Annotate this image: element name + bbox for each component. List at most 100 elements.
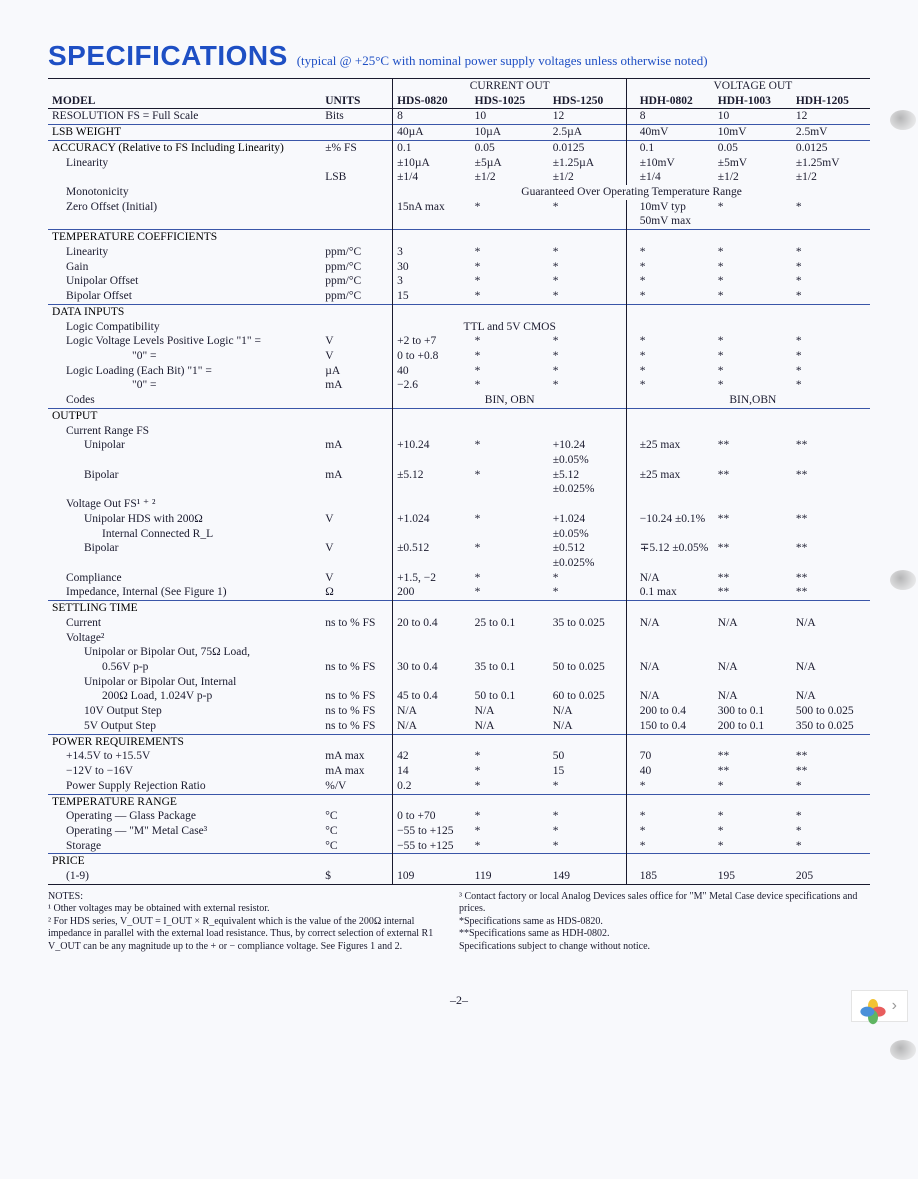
- table-row: 200Ω Load, 1.024V p-pns to % FS45 to 0.4…: [48, 689, 870, 704]
- table-row: Unipolar or Bipolar Out, 75Ω Load,: [48, 645, 870, 660]
- viewer-badge[interactable]: ›: [851, 990, 908, 1022]
- row-label: Current Range FS: [48, 424, 321, 439]
- notes-block: NOTES: ¹ Other voltages may be obtained …: [48, 891, 870, 954]
- table-row: CodesBIN, OBNBIN,OBN: [48, 393, 870, 408]
- row-label: ACCURACY (Relative to FS Including Linea…: [48, 140, 321, 155]
- row-label: Storage: [48, 839, 321, 854]
- binder-hole-icon: [890, 110, 916, 130]
- row-label: Zero Offset (Initial): [48, 200, 321, 215]
- table-row: +14.5V to +15.5VmA max42*5070****: [48, 749, 870, 764]
- page-title: SPECIFICATIONS: [48, 40, 288, 71]
- row-label: 10V Output Step: [48, 704, 321, 719]
- table-row: Impedance, Internal (See Figure 1)Ω200**…: [48, 585, 870, 600]
- row-label: [48, 170, 321, 185]
- row-label: −12V to −16V: [48, 764, 321, 779]
- table-row: ±0.025%: [48, 556, 870, 571]
- table-row: Voltage²: [48, 631, 870, 646]
- row-label: Operating — Glass Package: [48, 809, 321, 824]
- row-label: 0.56V p-p: [48, 660, 321, 675]
- group-header-voltage: VOLTAGE OUT: [636, 79, 870, 94]
- table-row: Current Range FS: [48, 424, 870, 439]
- row-label: Unipolar or Bipolar Out, Internal: [48, 675, 321, 690]
- table-row: Voltage Out FS¹ ⁺ ²: [48, 497, 870, 512]
- row-label: Codes: [48, 393, 321, 408]
- binder-hole-icon: [890, 570, 916, 590]
- row-label: [48, 556, 321, 571]
- row-label: Power Supply Rejection Ratio: [48, 779, 321, 794]
- table-row: "0" =V0 to +0.8*****: [48, 349, 870, 364]
- table-row: 5V Output Stepns to % FSN/AN/AN/A150 to …: [48, 719, 870, 734]
- row-label: POWER REQUIREMENTS: [48, 734, 321, 749]
- table-row: Power Supply Rejection Ratio%/V0.2*****: [48, 779, 870, 794]
- row-label: Compliance: [48, 571, 321, 586]
- row-label: Logic Loading (Each Bit) "1" =: [48, 364, 321, 379]
- row-label: OUTPUT: [48, 408, 321, 423]
- spec-table: CURRENT OUTVOLTAGE OUTMODELUNITSHDS-0820…: [48, 78, 870, 885]
- table-row: BipolarmA±5.12*±5.12±25 max****: [48, 468, 870, 483]
- table-row: Unipolar or Bipolar Out, Internal: [48, 675, 870, 690]
- row-label: Bipolar: [48, 468, 321, 483]
- table-row: "0" =mA−2.6*****: [48, 378, 870, 393]
- row-label: PRICE: [48, 854, 321, 869]
- row-label: Logic Voltage Levels Positive Logic "1" …: [48, 334, 321, 349]
- table-row: ±0.05%: [48, 453, 870, 468]
- table-row: BipolarV±0.512*±0.512∓5.12 ±0.05%****: [48, 541, 870, 556]
- table-row: RESOLUTION FS = Full ScaleBits8101281012: [48, 109, 870, 125]
- table-row: POWER REQUIREMENTS: [48, 734, 870, 749]
- row-label: [48, 482, 321, 497]
- table-row: Operating — Glass Package°C0 to +70*****: [48, 809, 870, 824]
- notes-header: NOTES:: [48, 891, 447, 904]
- table-row: Currentns to % FS20 to 0.425 to 0.135 to…: [48, 616, 870, 631]
- table-row: Zero Offset (Initial)15nA max**10mV typ*…: [48, 200, 870, 215]
- page-subtitle: (typical @ +25°C with nominal power supp…: [297, 53, 708, 68]
- table-row: ACCURACY (Relative to FS Including Linea…: [48, 140, 870, 155]
- row-label: +14.5V to +15.5V: [48, 749, 321, 764]
- row-label: Unipolar: [48, 438, 321, 453]
- table-row: Operating — "M" Metal Case³°C−55 to +125…: [48, 824, 870, 839]
- row-label: Linearity: [48, 156, 321, 171]
- row-label: Unipolar HDS with 200Ω: [48, 512, 321, 527]
- row-label: Impedance, Internal (See Figure 1): [48, 585, 321, 600]
- row-label: [48, 214, 321, 229]
- row-label: 5V Output Step: [48, 719, 321, 734]
- row-label: (1-9): [48, 869, 321, 884]
- row-label: TEMPERATURE COEFFICIENTS: [48, 230, 321, 245]
- table-row: Unipolar HDS with 200ΩV+1.024*+1.024−10.…: [48, 512, 870, 527]
- table-row: Logic Voltage Levels Positive Logic "1" …: [48, 334, 870, 349]
- note-line: ² For HDS series, V_OUT = I_OUT × R_equi…: [48, 916, 447, 954]
- table-row: LSB±1/4±1/2±1/2±1/4±1/2±1/2: [48, 170, 870, 185]
- row-label: Bipolar Offset: [48, 289, 321, 304]
- table-row: MonotonicityGuaranteed Over Operating Te…: [48, 185, 870, 200]
- table-row: Linearityppm/°C3*****: [48, 245, 870, 260]
- note-line: Specifications subject to change without…: [459, 941, 858, 954]
- table-row: (1-9)$109119149185195205: [48, 869, 870, 884]
- table-row: 50mV max: [48, 214, 870, 229]
- row-label: Bipolar: [48, 541, 321, 556]
- row-label: 200Ω Load, 1.024V p-p: [48, 689, 321, 704]
- note-line: **Specifications same as HDH-0802.: [459, 928, 858, 941]
- table-row: OUTPUT: [48, 408, 870, 423]
- note-line: ¹ Other voltages may be obtained with ex…: [48, 903, 447, 916]
- group-header-current: CURRENT OUT: [393, 79, 627, 94]
- row-label: LSB WEIGHT: [48, 125, 321, 141]
- table-row: DATA INPUTS: [48, 304, 870, 319]
- table-row: ComplianceV+1.5, −2**N/A****: [48, 571, 870, 586]
- row-label: SETTLING TIME: [48, 601, 321, 616]
- table-row: Logic Loading (Each Bit) "1" =µA40*****: [48, 364, 870, 379]
- table-row: PRICE: [48, 854, 870, 869]
- table-row: 0.56V p-pns to % FS30 to 0.435 to 0.150 …: [48, 660, 870, 675]
- row-label: Unipolar or Bipolar Out, 75Ω Load,: [48, 645, 321, 660]
- table-row: ±0.025%: [48, 482, 870, 497]
- table-row: Bipolar Offsetppm/°C15*****: [48, 289, 870, 304]
- table-row: TEMPERATURE COEFFICIENTS: [48, 230, 870, 245]
- row-label: Monotonicity: [48, 185, 321, 200]
- row-label: Voltage²: [48, 631, 321, 646]
- table-row: Logic CompatibilityTTL and 5V CMOS: [48, 320, 870, 335]
- row-label: "0" =: [48, 378, 321, 393]
- table-row: Storage°C−55 to +125*****: [48, 839, 870, 854]
- flower-icon: [862, 995, 884, 1017]
- row-label: "0" =: [48, 349, 321, 364]
- row-label: Logic Compatibility: [48, 320, 321, 335]
- row-label: Voltage Out FS¹ ⁺ ²: [48, 497, 321, 512]
- table-row: −12V to −16VmA max14*1540****: [48, 764, 870, 779]
